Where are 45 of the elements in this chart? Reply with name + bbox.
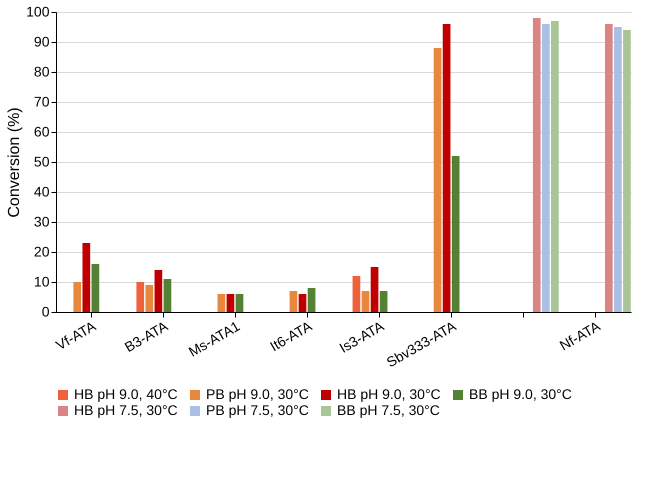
y-tick-label: 60 — [34, 124, 50, 140]
y-tick-label: 100 — [26, 4, 50, 20]
bar — [154, 270, 162, 312]
bar — [308, 288, 316, 312]
bar — [532, 18, 541, 312]
bar — [370, 267, 378, 312]
legend-label: HB pH 9.0, 40°C — [74, 386, 178, 402]
y-tick-label: 80 — [34, 64, 50, 80]
bar — [614, 27, 622, 312]
bar — [434, 48, 442, 312]
bar — [73, 282, 82, 312]
legend-label: BB pH 7.5, 30°C — [337, 402, 440, 418]
y-tick-label: 20 — [34, 244, 50, 260]
legend-label: HB pH 9.0, 30°C — [337, 386, 441, 402]
bar — [623, 30, 631, 312]
bar — [290, 291, 298, 312]
y-tick-label: 0 — [42, 304, 50, 320]
bar — [604, 24, 613, 312]
legend-label: BB pH 9.0, 30°C — [469, 386, 572, 402]
bar — [362, 291, 370, 312]
y-tick-label: 50 — [34, 154, 50, 170]
bar — [452, 156, 460, 312]
bar — [551, 21, 559, 312]
bar — [226, 294, 234, 312]
bar — [92, 264, 100, 312]
legend-label: PB pH 7.5, 30°C — [206, 402, 309, 418]
y-tick-label: 70 — [34, 94, 50, 110]
y-tick-label: 10 — [34, 274, 50, 290]
bar — [380, 291, 388, 312]
bar — [82, 243, 90, 312]
y-tick-label: 40 — [34, 184, 50, 200]
bar — [164, 279, 172, 312]
y-tick-label: 30 — [34, 214, 50, 230]
y-tick-label: 90 — [34, 34, 50, 50]
bar — [442, 24, 450, 312]
bar — [542, 24, 550, 312]
bar — [236, 294, 244, 312]
bar — [218, 294, 226, 312]
legend-label: HB pH 7.5, 30°C — [74, 402, 178, 418]
bar — [298, 294, 306, 312]
bar — [145, 285, 154, 312]
bar — [352, 276, 360, 312]
y-axis-title: Conversion (%) — [6, 107, 24, 218]
legend-label: PB pH 9.0, 30°C — [206, 386, 309, 402]
bar — [136, 282, 144, 312]
